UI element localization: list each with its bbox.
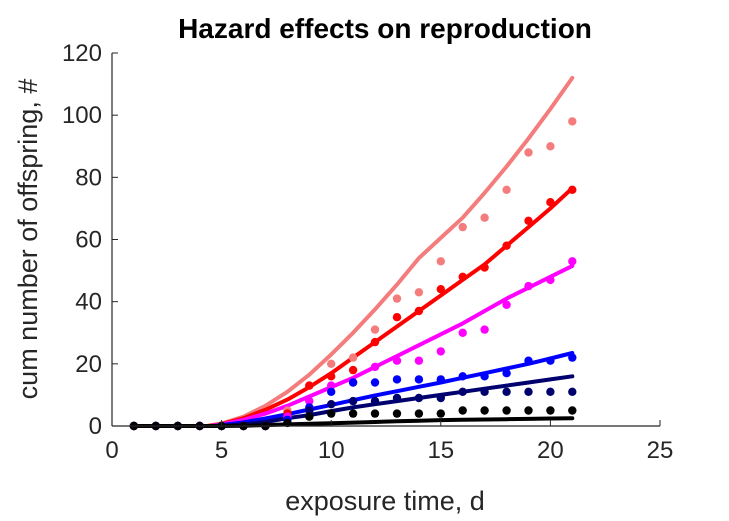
y-tick-label: 20	[75, 351, 102, 378]
data-point-series-5	[458, 387, 467, 396]
x-tick-label: 15	[427, 437, 454, 464]
data-point-series-4	[546, 356, 555, 365]
y-tick-label: 100	[62, 102, 102, 129]
data-point-series-6	[305, 412, 314, 421]
x-tick-label: 20	[537, 437, 564, 464]
data-point-series-3	[414, 356, 424, 365]
data-point-series-5	[524, 387, 533, 396]
data-point-series-2	[370, 337, 380, 347]
data-point-series-5	[436, 393, 445, 403]
x-tick-label: 10	[318, 437, 345, 464]
x-axis-label: exposure time, d	[285, 486, 485, 516]
data-point-series-2	[305, 381, 314, 390]
data-point-series-3	[480, 325, 489, 334]
data-point-series-4	[327, 387, 336, 396]
data-point-series-1	[348, 353, 358, 362]
data-point-series-2	[348, 365, 358, 375]
data-point-series-3	[502, 300, 511, 309]
x-tick-label: 25	[647, 437, 674, 464]
data-point-series-3	[458, 328, 467, 337]
data-point-series-4	[348, 378, 358, 387]
y-tick-label: 40	[75, 289, 102, 316]
data-point-series-2	[327, 372, 336, 381]
data-point-series-3	[327, 381, 336, 390]
data-point-series-1	[458, 222, 467, 232]
data-point-series-6	[414, 409, 424, 418]
data-point-series-6	[480, 406, 489, 415]
data-point-series-5	[480, 387, 489, 396]
axes: 0 5 10 15 20 25 0 20 40 60 80 100 120	[62, 40, 673, 464]
data-point-series-3	[524, 281, 533, 291]
data-point-series-2	[458, 272, 467, 281]
data-point-series-5	[348, 396, 358, 406]
fit-line-series-5	[131, 374, 575, 428]
data-point-series-4	[524, 356, 533, 365]
data-point-series-1	[524, 148, 533, 157]
data-point-series-5	[392, 393, 402, 403]
data-point-series-5	[568, 387, 577, 396]
data-point-series-6	[370, 409, 380, 418]
data-point-series-4	[392, 375, 402, 384]
data-point-series-4	[502, 369, 511, 378]
data-point-series-2	[546, 198, 555, 207]
y-axis-label: cum number of offspring, #	[13, 79, 43, 400]
data-point-series-4	[436, 375, 445, 384]
y-tick-label: 80	[75, 164, 102, 191]
data-point-series-6	[546, 406, 555, 415]
data-point-series-6	[392, 409, 402, 418]
data-point-series-2	[568, 185, 577, 194]
data-point-series-5	[327, 400, 336, 409]
data-point-series-6	[502, 406, 511, 415]
data-point-series-5	[305, 406, 314, 415]
data-point-series-1	[480, 213, 489, 222]
data-point-series-4	[568, 353, 577, 362]
data-point-series-1	[414, 288, 424, 297]
data-point-series-1	[502, 185, 511, 194]
data-point-series-1	[392, 294, 402, 303]
data-point-series-4	[414, 375, 424, 384]
data-point-series-5	[414, 393, 424, 403]
data-point-series-3	[568, 257, 577, 266]
data-point-series-6	[327, 409, 336, 418]
data-point-series-1	[546, 142, 555, 151]
data-point-series-6	[283, 418, 292, 428]
y-tick-label: 0	[89, 413, 102, 440]
data-point-series-4	[370, 378, 380, 387]
x-tick-label: 0	[105, 437, 118, 464]
data-point-series-3	[305, 396, 314, 406]
data-point-series-1	[370, 325, 380, 334]
chart-title: Hazard effects on reproduction	[178, 13, 592, 44]
data-point-series-3	[436, 347, 445, 356]
data-point-series-2	[480, 263, 489, 272]
data-point-series-6	[458, 406, 467, 415]
data-point-series-6	[436, 409, 445, 418]
data-point-series-4	[458, 372, 467, 381]
data-point-series-2	[502, 241, 511, 250]
data-point-series-5	[502, 387, 511, 396]
data-point-series-5	[546, 387, 555, 396]
data-point-series-3	[392, 356, 402, 365]
data-point-series-2	[524, 216, 533, 225]
data-point-series-1	[436, 257, 445, 266]
data-point-series-6	[524, 406, 533, 415]
data-point-series-6	[348, 409, 358, 418]
data-point-series-2	[436, 285, 445, 294]
data-point-series-1	[327, 359, 336, 368]
data-point-series-4	[480, 372, 489, 381]
data-point-series-6	[568, 406, 577, 415]
data-point-series-5	[370, 396, 380, 406]
x-tick-label: 5	[215, 437, 228, 464]
data-point-series-2	[392, 313, 402, 322]
data-point-series-1	[568, 117, 577, 126]
data-point-series-3	[370, 362, 380, 372]
y-tick-label: 60	[75, 227, 102, 254]
plot-area	[129, 75, 577, 431]
y-tick-label: 120	[62, 40, 102, 67]
data-point-series-2	[414, 306, 424, 316]
data-point-series-3	[546, 275, 555, 285]
